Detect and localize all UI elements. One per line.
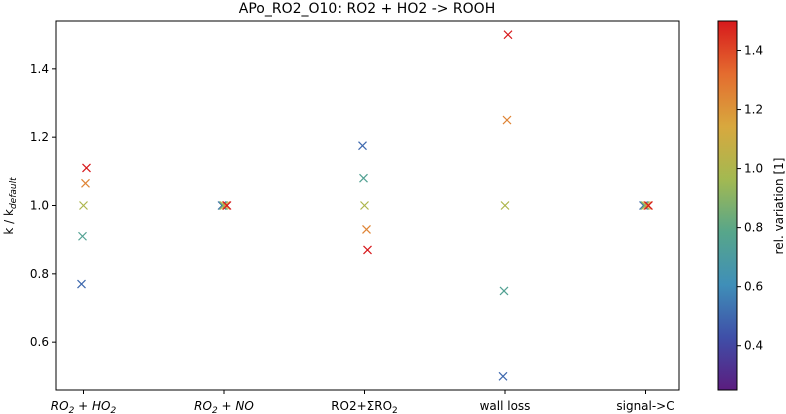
x-tick-label: RO2+ΣRO2 bbox=[331, 399, 398, 414]
colorbar-tick-label: 0.6 bbox=[744, 280, 763, 294]
data-point bbox=[221, 201, 231, 210]
x-tick-label: wall loss bbox=[480, 399, 531, 413]
data-markers bbox=[77, 30, 653, 381]
colorbar-tick-label: 1.0 bbox=[744, 162, 763, 176]
x-tick: RO2+ΣRO2 bbox=[331, 390, 398, 414]
x-tick-label: signal->C bbox=[616, 399, 674, 413]
data-point bbox=[81, 178, 90, 188]
x-axis: RO2 + HO2 RO2 + NO RO2+ΣRO2 wall loss signal… bbox=[51, 390, 675, 414]
data-point bbox=[643, 201, 652, 210]
x-tick: RO2 + HO2 bbox=[51, 390, 117, 414]
data-point bbox=[219, 201, 229, 210]
colorbar-ticks: 0.4 0.6 0.8 1.0 1.2 1.4 bbox=[737, 44, 763, 353]
data-point bbox=[82, 163, 91, 173]
data-point bbox=[79, 201, 88, 210]
colorbar-tick: 1.4 bbox=[737, 44, 763, 58]
colorbar-tick: 1.2 bbox=[737, 103, 763, 117]
data-point bbox=[641, 201, 650, 210]
y-tick: 1.4 bbox=[30, 62, 56, 76]
y-tick: 1.2 bbox=[30, 130, 56, 144]
x-tick-label: RO2 + HO2 bbox=[51, 399, 117, 414]
y-tick: 0.8 bbox=[30, 267, 56, 281]
data-point bbox=[218, 201, 228, 210]
data-point bbox=[499, 286, 509, 296]
colorbar-label: rel. variation [1] bbox=[772, 158, 786, 255]
x-tick: wall loss bbox=[480, 390, 531, 413]
data-point bbox=[359, 173, 368, 183]
colorbar-tick: 1.0 bbox=[737, 162, 763, 176]
y-tick-label: 1.2 bbox=[30, 130, 49, 144]
y-tick-label: 1.4 bbox=[30, 62, 49, 76]
data-point bbox=[640, 201, 649, 210]
x-tick-label: RO2 + NO bbox=[194, 399, 254, 414]
data-point bbox=[363, 245, 372, 255]
colorbar-tick-label: 0.8 bbox=[744, 221, 763, 235]
chart-title: APo_RO2_O10: RO2 + HO2 -> ROOH bbox=[239, 1, 495, 17]
colorbar: 0.4 0.6 0.8 1.0 1.2 1.4 rel. variation [1] bbox=[717, 20, 786, 391]
data-point bbox=[77, 279, 86, 289]
y-axis: 0.6 0.8 1.0 1.2 1.4 bbox=[30, 62, 56, 349]
y-tick: 0.6 bbox=[30, 335, 56, 349]
data-point bbox=[503, 30, 513, 40]
colorbar-gradient-bar bbox=[717, 20, 738, 391]
y-tick-label: 1.0 bbox=[30, 199, 49, 213]
colorbar-tick-label: 0.4 bbox=[744, 339, 763, 353]
colorbar-tick-label: 1.4 bbox=[744, 44, 763, 58]
y-axis-label: k / kdefault bbox=[2, 177, 19, 235]
colorbar-tick: 0.6 bbox=[737, 280, 763, 294]
x-tick: RO2 + NO bbox=[194, 390, 254, 414]
data-point bbox=[644, 201, 653, 210]
colorbar-tick: 0.4 bbox=[737, 339, 763, 353]
colorbar-tick: 0.8 bbox=[737, 221, 763, 235]
colorbar-tick-label: 1.2 bbox=[744, 103, 763, 117]
x-tick: signal->C bbox=[616, 390, 675, 413]
data-point bbox=[78, 231, 87, 241]
data-point bbox=[502, 115, 512, 125]
data-point bbox=[360, 201, 369, 210]
data-point bbox=[222, 201, 232, 210]
data-point bbox=[498, 371, 508, 381]
y-tick-label: 0.8 bbox=[30, 267, 49, 281]
y-tick-label: 0.6 bbox=[30, 335, 49, 349]
y-tick: 1.0 bbox=[30, 199, 56, 213]
plot-area bbox=[55, 20, 680, 391]
data-point bbox=[500, 201, 510, 210]
data-point bbox=[362, 224, 371, 234]
data-point bbox=[358, 141, 367, 151]
